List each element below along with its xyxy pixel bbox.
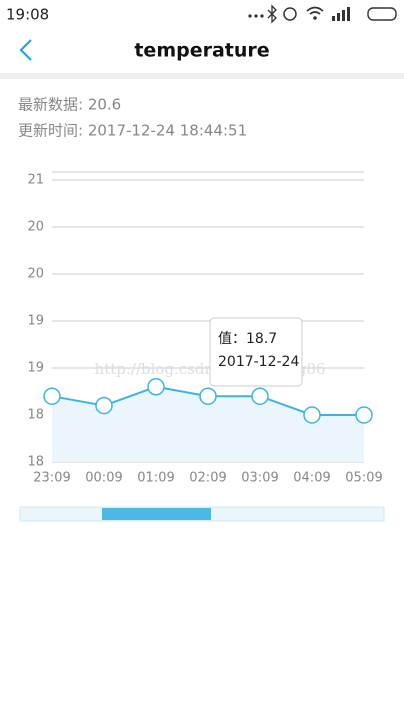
x-tick-label: 03:09 [241,471,278,486]
chart: 18 18 19 19 20 20 21 23:09 00:09 01:09 02:09 03:09 0… [27,173,382,486]
x-tick-label: 01:09 [137,471,174,486]
point[interactable] [303,406,321,424]
tooltip-date: 2017-12-24 [218,354,299,370]
status-icons [248,4,397,24]
tooltip: 值：18.7 2017-12-24 [209,317,303,387]
y-tick-label: 20 [27,220,44,235]
x-tick-label: 04:09 [293,471,330,486]
y-tick-label: 20 [27,267,44,282]
zoom-handle[interactable] [102,508,211,520]
back-button[interactable] [19,39,32,61]
x-tick-label: 23:09 [33,471,70,486]
point[interactable] [147,378,165,396]
point[interactable] [355,406,373,424]
page-title: temperature [134,40,269,62]
x-tick-label: 05:09 [345,471,382,486]
status-time: 19:08 [6,6,49,24]
y-tick-label: 18 [27,408,44,423]
x-tick-label: 02:09 [189,471,226,486]
area [52,386,364,462]
point[interactable] [251,387,269,405]
x-tick-label: 00:09 [85,471,122,486]
latest-data: 最新数据: 20.6 [18,96,121,114]
divider [0,73,404,79]
y-tick-label: 18 [27,455,44,470]
tooltip-value: 值：18.7 [218,331,277,347]
y-tick-label: 19 [27,314,44,329]
y-tick-label: 21 [27,173,44,188]
tooltip-box [209,317,303,387]
y-tick-label: 19 [27,361,44,376]
point[interactable] [95,396,113,415]
point[interactable] [199,387,217,405]
point[interactable] [43,387,61,405]
update-time: 更新时间: 2017-12-24 18:44:51 [18,122,247,140]
